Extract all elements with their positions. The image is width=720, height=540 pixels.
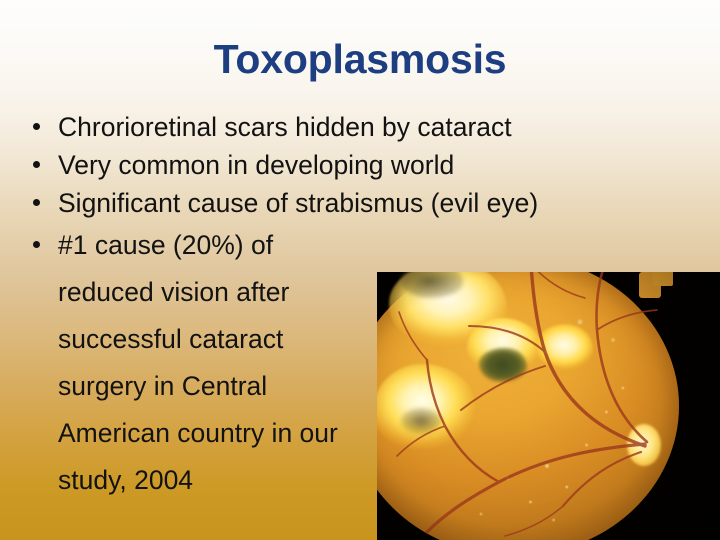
list-item-label: Chrorioretinal scars hidden by cataract — [58, 112, 512, 142]
photo-content — [377, 272, 720, 540]
bullet-list: Chrorioretinal scars hidden by cataract … — [26, 108, 686, 504]
bullet-dot-icon — [33, 161, 40, 168]
list-item: Significant cause of strabismus (evil ey… — [26, 184, 686, 222]
retinal-vessels — [377, 272, 679, 540]
bullet-dot-icon — [33, 199, 40, 206]
list-item-label: Very common in developing world — [58, 150, 455, 180]
bullet-dot-icon — [33, 241, 40, 248]
page-title: Toxoplasmosis — [213, 36, 507, 82]
vessel-paths — [396, 272, 658, 537]
list-item: Chrorioretinal scars hidden by cataract — [26, 108, 686, 146]
retinal-fundus-photograph — [377, 272, 720, 540]
retina-notch — [653, 272, 673, 286]
list-item-label: Significant cause of strabismus (evil ey… — [58, 188, 539, 218]
retina-globe — [377, 272, 679, 540]
list-item: Very common in developing world — [26, 146, 686, 184]
list-item-label: #1 cause (20%) of reduced vision after s… — [58, 230, 338, 495]
list-item: #1 cause (20%) of reduced vision after s… — [26, 222, 686, 504]
bullet-dot-icon — [33, 123, 40, 130]
